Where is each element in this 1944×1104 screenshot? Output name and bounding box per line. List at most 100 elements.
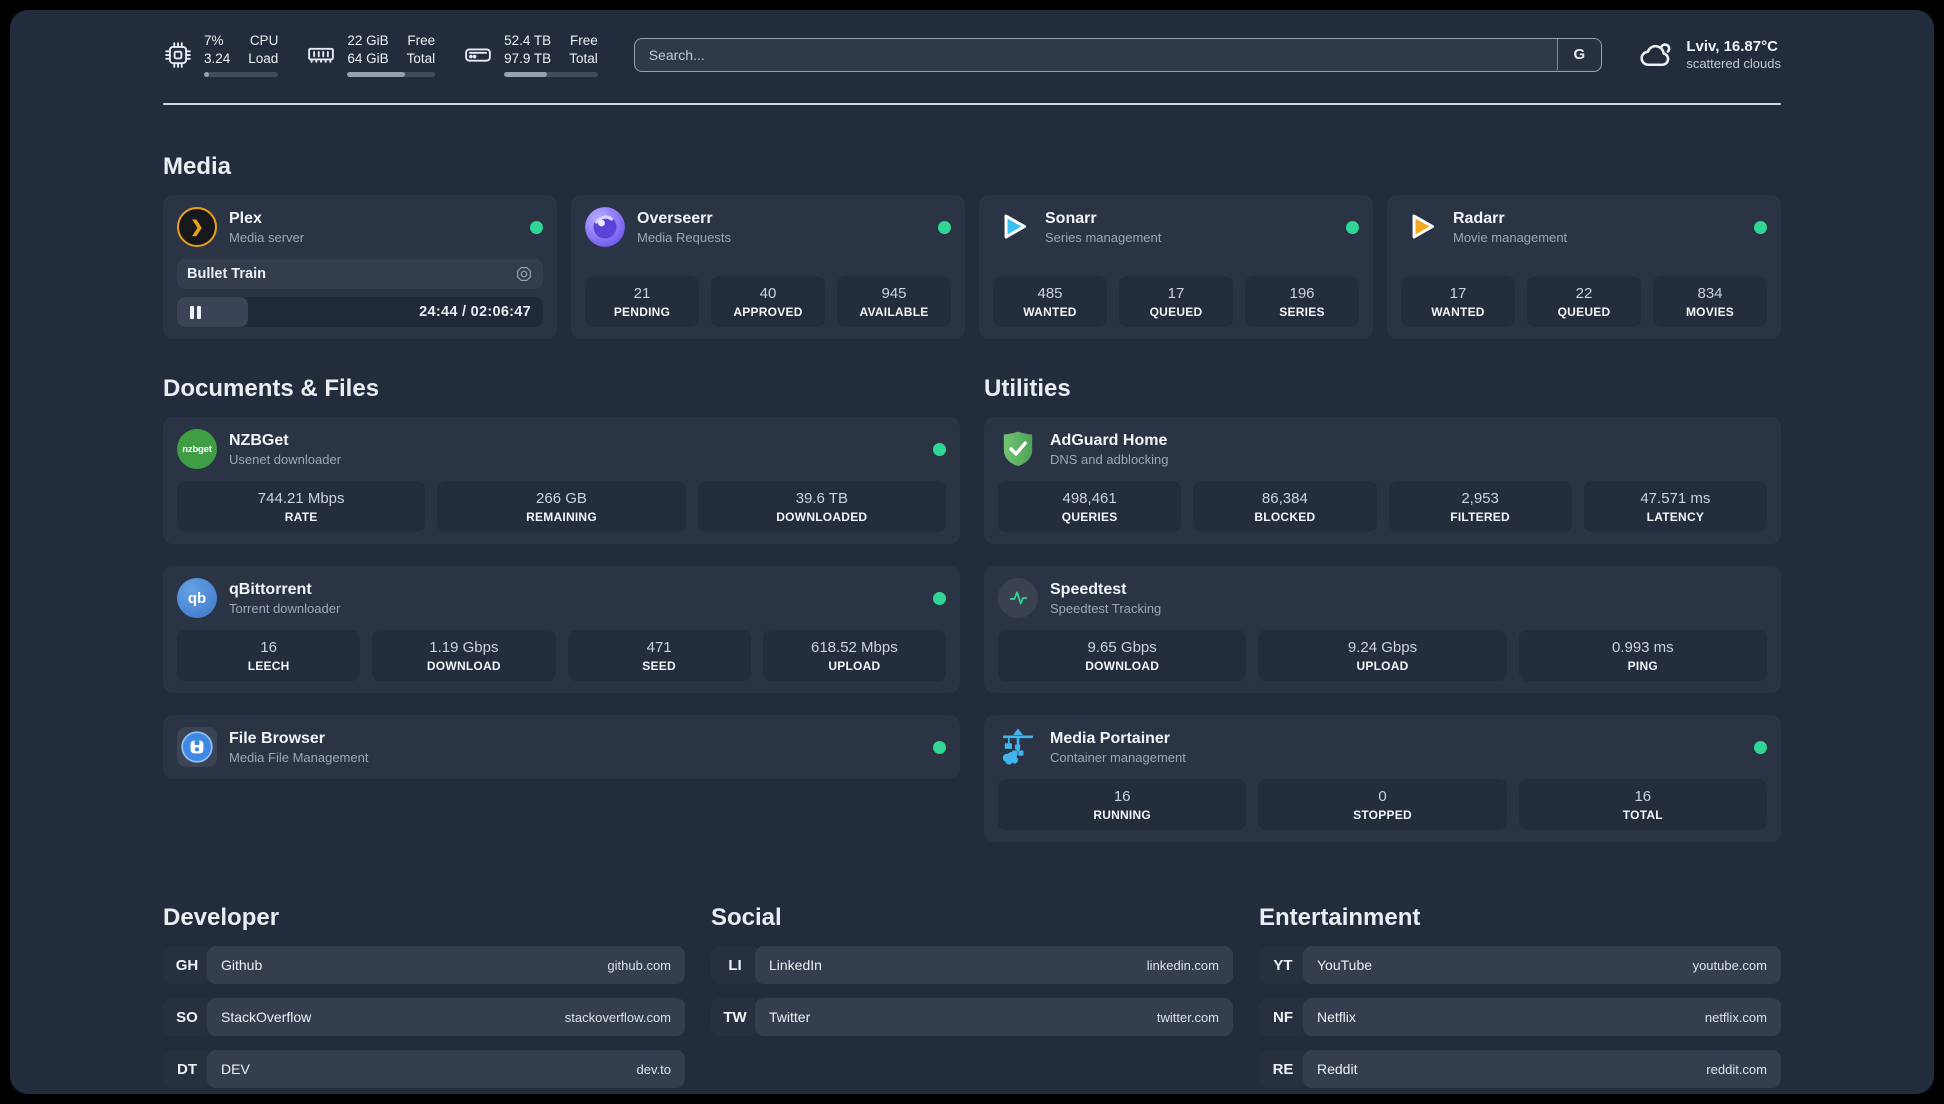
nzbget-icon: nzbget: [177, 429, 217, 470]
bookmark-link[interactable]: Twitter twitter.com: [755, 998, 1233, 1037]
app-card-portainer[interactable]: Media Portainer Container management 16 …: [984, 715, 1781, 843]
disk-monitor: 52.4 TB 97.9 TB Free Total: [463, 32, 598, 78]
stat-downloaded: 39.6 TB DOWNLOADED: [697, 481, 946, 533]
cpu-usage-value: 7%: [204, 33, 224, 48]
bookmark-abbr: NF: [1259, 998, 1307, 1037]
app-name: Media Portainer: [1050, 729, 1171, 747]
plex-icon: ❯: [177, 207, 217, 248]
stat-queued: 17 QUEUED: [1119, 276, 1233, 328]
stat-available: 945 AVAILABLE: [837, 276, 951, 328]
bookmark-link[interactable]: DEV dev.to: [207, 1050, 685, 1089]
bookmark-abbr: YT: [1259, 946, 1307, 985]
stat-download: 9.65 Gbps DOWNLOAD: [998, 630, 1247, 682]
bookmark-abbr: RE: [1259, 1050, 1307, 1089]
status-online-dot: [1754, 220, 1767, 234]
stat-ping: 0.993 ms PING: [1518, 630, 1767, 682]
search-input[interactable]: [633, 37, 1603, 72]
cpu-monitor: 7% 3.24 CPU Load: [163, 32, 279, 78]
header-divider: [163, 103, 1781, 106]
disk-total-value: 97.9 TB: [504, 50, 552, 66]
app-description: Movie management: [1453, 229, 1568, 245]
top-bar: 7% 3.24 CPU Load: [163, 32, 1781, 78]
plex-now-playing: Bullet Train 24:44 / 02:06:47: [177, 259, 543, 328]
portainer-icon: [998, 727, 1038, 767]
app-card-qbittorrent[interactable]: qb qBittorrent Torrent downloader 16 LEE…: [163, 566, 960, 694]
app-card-adguard[interactable]: AdGuard Home DNS and adblocking 498,461 …: [984, 417, 1781, 545]
app-name: Overseerr: [637, 209, 713, 227]
app-description: Speedtest Tracking: [1050, 600, 1162, 616]
overseerr-icon: [585, 207, 625, 248]
stat-upload: 618.52 Mbps UPLOAD: [762, 630, 946, 682]
stat-series: 196 SERIES: [1245, 276, 1359, 328]
app-description: Series management: [1045, 229, 1162, 245]
stat-blocked: 86,384 BLOCKED: [1193, 481, 1377, 533]
stat-movies: 834 MOVIES: [1653, 276, 1767, 328]
bookmark-link[interactable]: YouTube youtube.com: [1303, 946, 1781, 985]
search-engine-button[interactable]: G: [1556, 39, 1601, 71]
bookmark-dev: DT DEV dev.to: [163, 1050, 685, 1089]
qbittorrent-icon: qb: [177, 578, 217, 619]
cpu-progress-bar: [204, 72, 279, 78]
app-description: Container management: [1050, 749, 1186, 765]
app-card-sonarr[interactable]: Sonarr Series management 485 WANTED 17 Q…: [979, 195, 1373, 340]
app-card-nzbget[interactable]: nzbget NZBGet Usenet downloader 744.21 M…: [163, 417, 960, 545]
radarr-icon: [1401, 207, 1441, 247]
weather-condition: scattered clouds: [1686, 56, 1781, 72]
playback-time: 24:44 / 02:06:47: [419, 304, 531, 321]
memory-free-value: 22 GiB: [347, 33, 389, 48]
stat-queued: 22 QUEUED: [1527, 276, 1641, 328]
camera-iris-icon: [517, 267, 531, 282]
app-name: NZBGet: [229, 431, 289, 449]
bookmark-abbr: GH: [163, 946, 211, 985]
app-card-plex[interactable]: ❯ Plex Media server Bullet Train: [163, 195, 557, 340]
pause-icon: [190, 305, 201, 319]
section-title-documents: Documents & Files: [163, 375, 380, 403]
app-card-radarr[interactable]: Radarr Movie management 17 WANTED 22 QUE…: [1387, 195, 1781, 340]
app-description: Media File Management: [229, 749, 369, 765]
bookmark-github: GH Github github.com: [163, 946, 685, 985]
bookmark-link[interactable]: LinkedIn linkedin.com: [755, 946, 1233, 985]
stat-total: 16 TOTAL: [1518, 779, 1767, 831]
app-description: DNS and adblocking: [1050, 451, 1169, 467]
stat-remaining: 266 GB REMAINING: [437, 481, 686, 533]
bookmark-twitter: TW Twitter twitter.com: [711, 998, 1233, 1037]
stat-rate: 744.21 Mbps RATE: [177, 481, 426, 533]
app-name: Sonarr: [1045, 209, 1097, 227]
stat-pending: 21 PENDING: [585, 276, 699, 328]
status-online-dot: [938, 220, 951, 234]
bookmark-stackoverflow: SO StackOverflow stackoverflow.com: [163, 998, 685, 1037]
bookmark-abbr: DT: [163, 1050, 211, 1089]
status-online-dot: [1346, 220, 1359, 234]
memory-total-label: Total: [406, 50, 436, 66]
app-description: Torrent downloader: [229, 600, 341, 616]
status-online-dot: [530, 220, 543, 234]
stat-filtered: 2,953 FILTERED: [1388, 481, 1572, 533]
filebrowser-icon: [177, 727, 217, 768]
adguard-icon: [998, 429, 1038, 469]
app-card-speedtest[interactable]: Speedtest Speedtest Tracking 9.65 Gbps D…: [984, 566, 1781, 694]
cpu-load-label: Load: [248, 50, 279, 66]
app-card-overseerr[interactable]: Overseerr Media Requests 21 PENDING 40 A…: [571, 195, 965, 340]
app-card-filebrowser[interactable]: File Browser Media File Management: [163, 715, 960, 780]
status-online-dot: [933, 442, 946, 456]
stat-seed: 471 SEED: [567, 630, 751, 682]
section-developer: Developer GH Github github.com SO StackO…: [163, 904, 685, 1094]
memory-monitor: 22 GiB 64 GiB Free Total: [306, 32, 436, 78]
status-online-dot: [933, 740, 946, 754]
app-description: Media Requests: [637, 229, 731, 245]
cpu-icon: [165, 41, 191, 68]
system-monitors: 7% 3.24 CPU Load: [163, 32, 598, 78]
section-title-social: Social: [711, 904, 782, 932]
bookmark-link[interactable]: StackOverflow stackoverflow.com: [207, 998, 685, 1037]
section-title-entertainment: Entertainment: [1259, 904, 1421, 932]
bookmark-link[interactable]: Reddit reddit.com: [1303, 1050, 1781, 1089]
app-name: File Browser: [229, 729, 326, 747]
dashboard-window: 7% 3.24 CPU Load: [10, 10, 1934, 1094]
playback-progress-bar[interactable]: 24:44 / 02:06:47: [177, 297, 543, 328]
section-media: Media ❯ Plex Media server Bullet Tr: [163, 153, 1781, 340]
bookmark-abbr: TW: [711, 998, 759, 1037]
app-name: qBittorrent: [229, 580, 312, 598]
bookmark-link[interactable]: Github github.com: [207, 946, 685, 985]
bookmark-link[interactable]: Netflix netflix.com: [1303, 998, 1781, 1037]
search-bar: G: [633, 37, 1603, 72]
